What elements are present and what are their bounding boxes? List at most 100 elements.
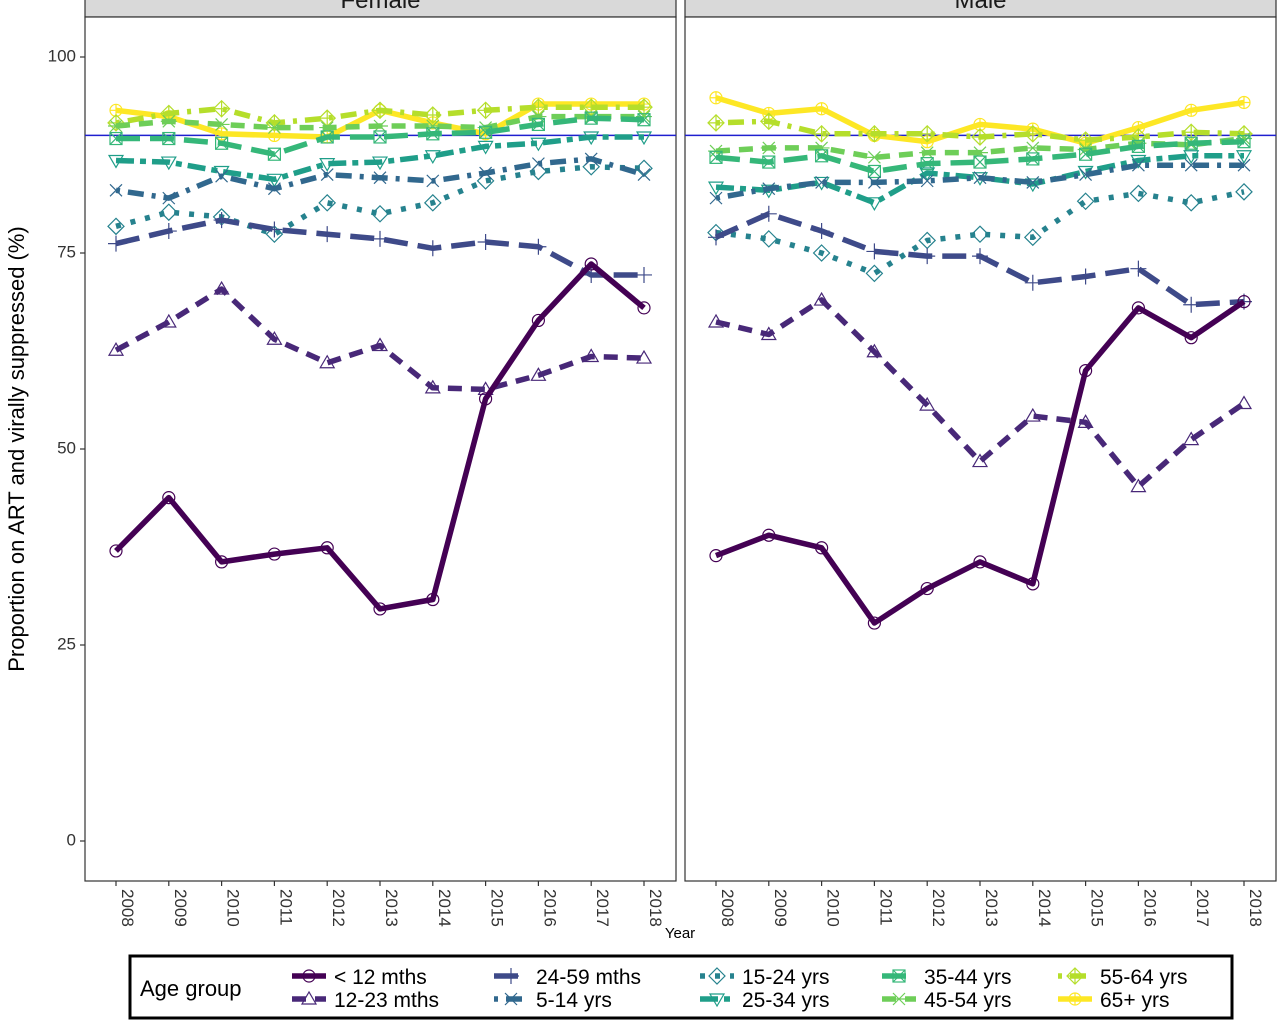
legend-item-9: 65+ yrs <box>1058 989 1169 1012</box>
point-female-2-2015 <box>477 234 494 251</box>
series-female-8 <box>107 98 653 132</box>
point-female-6-2010 <box>215 136 229 150</box>
point-male-1-2009 <box>760 326 777 341</box>
point-female-8-2014 <box>423 106 442 124</box>
series-male-3 <box>709 158 1251 205</box>
point-male-3-2011 <box>867 176 881 189</box>
point-female-2-2016 <box>530 238 547 255</box>
y-axis: 0 25 50 75 100 <box>48 47 85 850</box>
point-male-1-2018 <box>1235 395 1253 410</box>
point-female-3-2011 <box>267 182 281 196</box>
point-female-7-2010 <box>213 117 230 131</box>
point-female-0-2017 <box>584 257 598 271</box>
point-male-5-2017 <box>1183 150 1200 164</box>
point-male-0-2008 <box>709 549 723 563</box>
x-tick-label-male-2016: 2016 <box>1140 889 1159 927</box>
point-female-4-2012 <box>318 193 337 212</box>
point-male-3-2016 <box>1131 158 1145 172</box>
point-male-3-2008 <box>709 191 723 205</box>
panel-area-female <box>84 16 677 882</box>
point-female-4-2008 <box>107 217 125 236</box>
series-female-6 <box>109 111 651 161</box>
point-female-6-2013 <box>373 130 387 144</box>
point-male-2-2017 <box>1183 296 1200 313</box>
legend-item-6: 35-44 yrs <box>882 966 1012 989</box>
point-male-6-2016 <box>1131 139 1146 153</box>
point-male-9-2010 <box>814 102 829 116</box>
point-male-6-2014 <box>1026 152 1040 166</box>
x-tick-label-female-2017: 2017 <box>593 889 612 927</box>
point-female-2-2011 <box>266 221 283 238</box>
legend-key-marker-6 <box>892 969 906 983</box>
point-female-0-2009 <box>162 491 176 505</box>
point-male-0-2016 <box>1131 301 1146 315</box>
x-tick-label-male-2013: 2013 <box>982 889 1001 927</box>
point-female-0-2010 <box>215 555 229 569</box>
point-male-1-2011 <box>866 343 883 358</box>
point-male-7-2009 <box>760 141 777 155</box>
point-male-2-2010 <box>813 223 830 240</box>
legend-label-6: 35-44 yrs <box>924 966 1012 989</box>
point-male-2-2016 <box>1130 260 1147 277</box>
x-tick-label-male-2008: 2008 <box>718 889 737 927</box>
legend-label-5: 25-34 yrs <box>742 989 830 1012</box>
x-tick-label-male-2018: 2018 <box>1246 889 1265 927</box>
point-female-7-2013 <box>372 119 388 133</box>
panel-male: Male <box>684 0 1277 882</box>
point-female-5-2011 <box>266 173 283 188</box>
point-male-4-2017 <box>1182 193 1201 212</box>
point-female-5-2013 <box>371 156 389 171</box>
point-female-4-2013 <box>371 204 389 223</box>
point-female-6-2016 <box>531 117 546 132</box>
point-female-4-2014 <box>423 193 442 212</box>
legend-label-7: 45-54 yrs <box>924 989 1012 1012</box>
point-male-5-2014 <box>1024 178 1041 193</box>
point-female-0-2011 <box>267 547 281 561</box>
point-male-3-2015 <box>1079 168 1093 182</box>
point-female-5-2017 <box>583 131 600 146</box>
point-male-3-2013 <box>973 171 987 185</box>
point-male-5-2011 <box>866 197 883 212</box>
point-male-0-2015 <box>1078 364 1093 378</box>
point-male-5-2012 <box>919 167 936 182</box>
legend-key-marker-4 <box>708 967 726 985</box>
point-female-8-2010 <box>212 99 231 118</box>
legend-item-4: 15-24 yrs <box>700 966 830 989</box>
point-female-0-2016 <box>531 313 546 328</box>
panel-female: Female <box>84 0 677 882</box>
point-female-7-2009 <box>160 114 177 128</box>
series-female-0 <box>109 257 651 616</box>
series-female-2 <box>108 212 652 283</box>
point-male-3-2018 <box>1237 158 1251 172</box>
series-line-male-4 <box>715 189 1245 277</box>
point-female-0-2013 <box>373 602 387 616</box>
point-female-0-2008 <box>109 544 123 558</box>
point-male-8-2011 <box>865 124 884 143</box>
point-female-6-2014 <box>426 127 440 141</box>
point-female-0-2014 <box>426 592 440 607</box>
legend-key-marker-1 <box>300 990 318 1005</box>
point-male-1-2014 <box>1024 407 1041 422</box>
point-female-0-2018 <box>637 301 651 315</box>
point-male-1-2008 <box>707 313 725 328</box>
point-male-7-2011 <box>866 150 883 164</box>
point-female-2-2010 <box>213 212 230 229</box>
point-male-9-2008 <box>709 91 723 105</box>
series-line-female-1 <box>114 286 645 393</box>
series-male-1 <box>707 291 1253 493</box>
point-male-4-2015 <box>1076 192 1095 211</box>
point-female-1-2010 <box>213 280 230 295</box>
point-female-4-2011 <box>265 225 284 244</box>
point-female-1-2018 <box>635 349 653 364</box>
point-female-7-2008 <box>108 119 124 133</box>
legend-item-0: < 12 mths <box>292 966 427 989</box>
point-male-4-2009 <box>759 230 778 248</box>
legend-item-5: 25-34 yrs <box>700 989 830 1012</box>
x-tick-label-female-2009: 2009 <box>171 889 190 927</box>
point-male-4-2010 <box>812 244 831 262</box>
point-male-6-2008 <box>709 150 723 164</box>
point-male-8-2014 <box>1023 124 1042 143</box>
legend-key-marker-8 <box>1066 967 1084 985</box>
point-male-2-2013 <box>972 248 988 265</box>
